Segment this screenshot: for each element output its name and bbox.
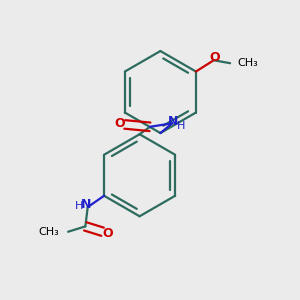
Text: O: O [209, 51, 220, 64]
Text: N: N [168, 115, 178, 128]
Text: CH₃: CH₃ [38, 227, 59, 237]
Text: N: N [81, 198, 92, 211]
Text: CH₃: CH₃ [238, 58, 259, 68]
Text: H: H [75, 201, 84, 211]
Text: O: O [114, 117, 125, 130]
Text: O: O [103, 227, 113, 240]
Text: H: H [176, 121, 185, 130]
